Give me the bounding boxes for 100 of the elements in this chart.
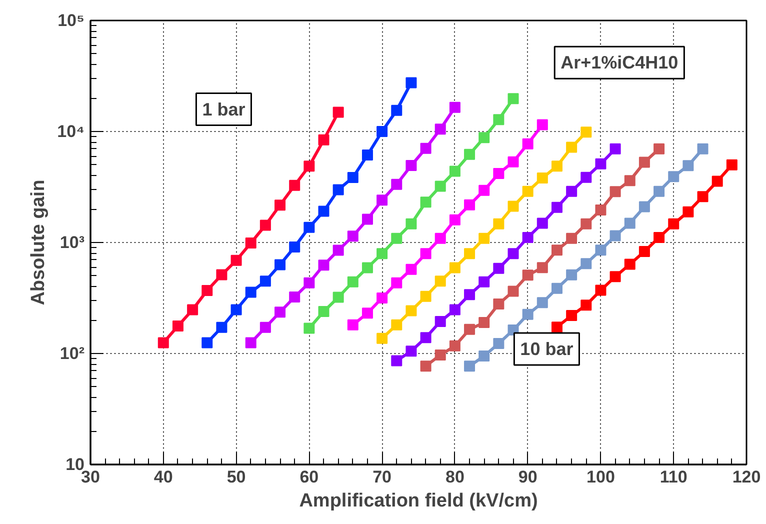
point [464, 248, 476, 260]
point [624, 258, 636, 270]
point [464, 148, 476, 160]
point [332, 244, 344, 256]
point [332, 184, 344, 196]
point [493, 218, 504, 230]
point [274, 306, 286, 318]
point [493, 168, 504, 180]
point [332, 292, 344, 303]
point [289, 180, 300, 191]
point [595, 158, 606, 170]
point [449, 214, 460, 226]
point [493, 338, 504, 350]
point [318, 134, 330, 146]
x-tick-label: 90 [518, 468, 538, 486]
point [697, 143, 708, 154]
point [434, 180, 446, 192]
point [536, 119, 548, 130]
x-tick-label: 120 [732, 468, 761, 486]
point [712, 176, 723, 187]
point [391, 277, 402, 288]
point [347, 230, 358, 242]
point [245, 286, 256, 298]
point [624, 175, 636, 186]
point [304, 222, 315, 233]
point [493, 114, 504, 126]
point [682, 206, 694, 218]
point [654, 186, 665, 197]
point [391, 355, 402, 366]
point [304, 160, 315, 172]
point [508, 286, 519, 297]
point [362, 308, 373, 319]
y-tick-label: 10⁴ [57, 122, 85, 141]
point [508, 200, 519, 212]
point [493, 298, 504, 310]
point [566, 269, 578, 280]
point [202, 337, 213, 348]
point [245, 237, 256, 248]
point [449, 262, 460, 274]
point [638, 156, 650, 168]
point [230, 304, 242, 316]
point [726, 159, 738, 170]
point [172, 320, 184, 332]
point [508, 156, 519, 168]
point [478, 276, 490, 288]
point [304, 277, 315, 288]
point [566, 186, 578, 197]
point [610, 186, 621, 198]
point [638, 201, 650, 212]
point [158, 337, 169, 348]
point [566, 142, 578, 153]
point [362, 214, 373, 225]
point [478, 132, 490, 144]
point [580, 172, 592, 183]
point [318, 306, 330, 317]
point [289, 241, 300, 252]
point [551, 202, 562, 213]
point [536, 218, 548, 229]
y-axis-title: Absolute gain [28, 180, 50, 306]
point [566, 232, 578, 244]
point [610, 271, 621, 282]
point [406, 218, 417, 230]
point [478, 232, 490, 244]
point [420, 196, 432, 208]
point [551, 282, 562, 294]
x-tick-label: 110 [660, 468, 688, 486]
point [216, 322, 228, 333]
x-tick-label: 100 [586, 468, 615, 486]
point [536, 172, 548, 184]
point [420, 248, 432, 260]
point [522, 270, 534, 281]
point [449, 304, 460, 316]
point [347, 172, 358, 184]
point [522, 232, 534, 243]
point [522, 186, 534, 197]
point [566, 310, 578, 321]
point [449, 340, 460, 352]
point [332, 106, 344, 118]
point [420, 142, 432, 154]
point [464, 324, 476, 335]
point [449, 166, 460, 177]
point [318, 206, 330, 217]
point [202, 285, 213, 296]
point [260, 276, 271, 287]
point [304, 322, 315, 334]
point [668, 171, 680, 182]
point [478, 350, 490, 362]
point [406, 77, 417, 88]
point [260, 322, 271, 333]
point [391, 104, 402, 116]
point [580, 218, 592, 230]
point [245, 337, 256, 348]
point [522, 308, 534, 320]
point [464, 289, 476, 300]
point [580, 300, 592, 311]
point [449, 102, 460, 113]
x-tick-label: 80 [445, 468, 464, 486]
point [668, 218, 680, 230]
point [376, 248, 388, 260]
x-tick-label: 60 [300, 468, 319, 486]
